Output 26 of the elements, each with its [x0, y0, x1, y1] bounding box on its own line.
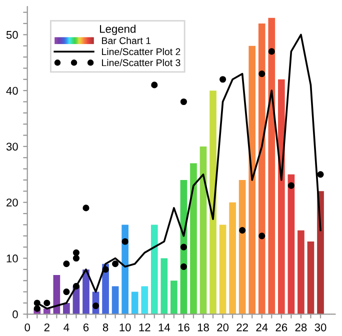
x-tick-label: 4	[64, 324, 70, 332]
x-tick-label: 0	[24, 323, 30, 332]
x-tick-label: 18	[198, 323, 209, 332]
x-tick-label: 30	[314, 323, 326, 332]
y-tick-label: 50	[6, 30, 18, 39]
y-tick-label: 0	[12, 310, 18, 318]
x-tick-label: 12	[139, 323, 150, 332]
y-tick-label: 10	[6, 254, 18, 262]
x-tick-label: 10	[120, 323, 131, 332]
x-tick-label: 22	[236, 323, 248, 332]
x-tick-label: 16	[178, 323, 190, 332]
legend-label: Line/Scatter Plot 2	[102, 48, 180, 56]
x-tick-label: 24	[256, 323, 268, 332]
y-tick-label: 40	[6, 86, 18, 95]
x-tick-label: 28	[295, 323, 307, 332]
legend-label: Bar Chart 1	[102, 36, 150, 44]
legend-title: Legend	[100, 24, 136, 36]
x-tick-label: 6	[83, 323, 89, 332]
legend-label: Line/Scatter Plot 3	[102, 59, 180, 66]
x-tick-label: 20	[217, 323, 229, 332]
x-tick-label: 14	[158, 324, 170, 332]
x-tick-label: 8	[102, 323, 108, 332]
x-tick-label: 2	[44, 323, 50, 332]
y-tick-label: 20	[6, 198, 18, 206]
x-tick-label: 26	[276, 323, 288, 332]
y-tick-label: 30	[6, 142, 18, 151]
